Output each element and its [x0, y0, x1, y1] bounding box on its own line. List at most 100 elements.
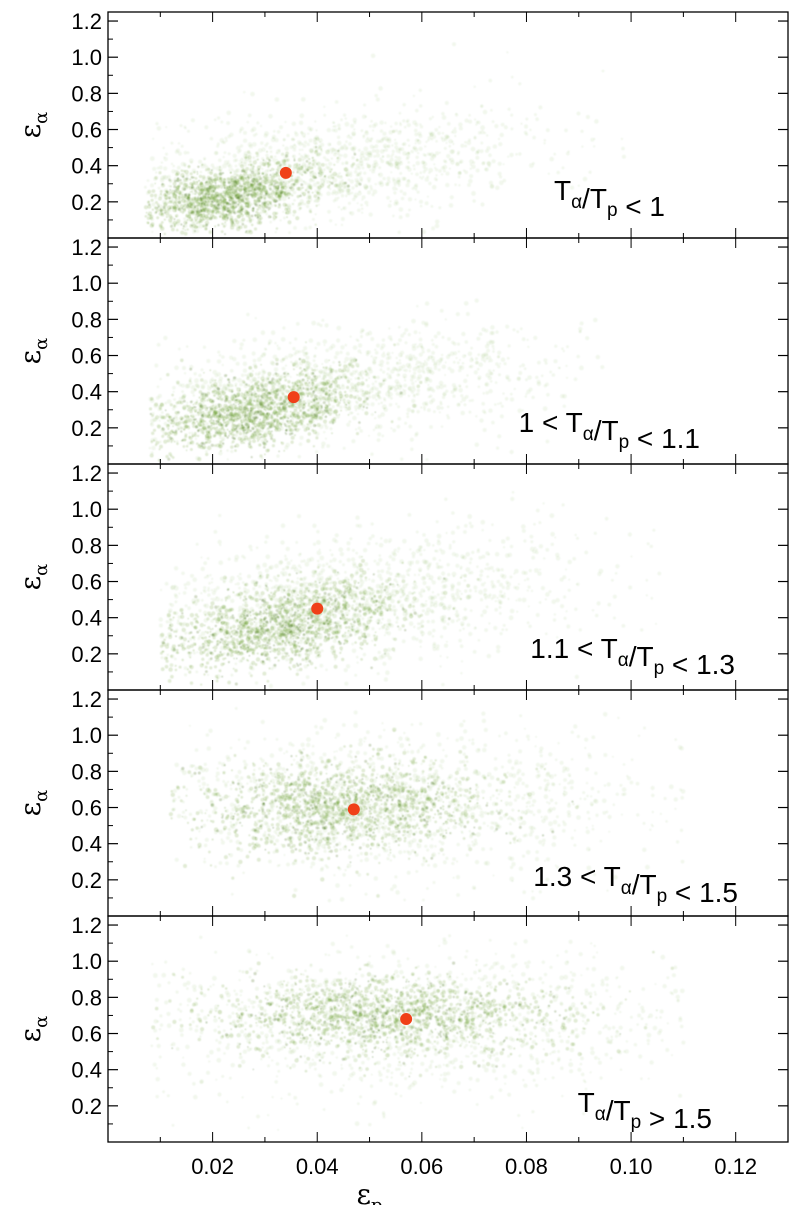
density-sample [165, 126, 168, 129]
density-sample [249, 436, 253, 440]
density-sample [174, 179, 177, 183]
density-sample [158, 440, 162, 444]
density-sample [305, 355, 310, 360]
density-sample [447, 122, 451, 126]
density-sample [323, 384, 326, 387]
density-sample [232, 338, 237, 344]
density-sample [400, 196, 405, 201]
density-sample [273, 406, 276, 409]
density-sample [327, 403, 331, 407]
density-sample [304, 352, 308, 355]
density-sample [351, 132, 356, 137]
density-sample [283, 375, 286, 378]
density-sample [492, 347, 495, 351]
density-sample [255, 395, 258, 398]
density-sample [338, 188, 344, 194]
density-sample [280, 441, 283, 444]
density-sample [458, 184, 461, 187]
density-sample [328, 375, 333, 380]
density-sample [483, 359, 487, 363]
density-sample [297, 455, 301, 459]
density-sample [419, 125, 424, 129]
density-sample [158, 196, 162, 201]
density-sample [205, 168, 208, 172]
density-sample [395, 188, 398, 191]
density-sample [402, 142, 407, 146]
density-sample [429, 394, 433, 398]
density-sample [562, 349, 565, 353]
density-sample [226, 383, 230, 387]
density-sample [197, 165, 200, 168]
density-sample [477, 353, 481, 357]
density-sample [317, 196, 320, 199]
density-sample [469, 163, 473, 166]
density-sample [282, 202, 287, 207]
density-sample [268, 184, 271, 187]
density-sample [414, 183, 419, 187]
density-sample [489, 380, 493, 383]
density-sample [228, 431, 233, 435]
density-sample [291, 202, 294, 206]
density-sample [348, 362, 352, 367]
density-sample [243, 188, 246, 191]
density-sample [281, 159, 287, 164]
density-sample [196, 434, 200, 438]
density-sample [391, 144, 394, 147]
density-sample [315, 137, 320, 142]
density-sample [391, 153, 395, 156]
density-sample [293, 143, 296, 146]
density-sample [358, 190, 361, 193]
density-sample [250, 170, 255, 174]
density-sample [301, 372, 305, 376]
density-sample [431, 339, 434, 342]
density-sample [443, 159, 447, 163]
density-sample [416, 345, 419, 349]
density-sample [471, 164, 476, 169]
density-sample [407, 394, 411, 398]
density-sample [322, 366, 325, 369]
density-sample [421, 229, 427, 235]
density-sample [454, 134, 457, 138]
density-sample [246, 376, 250, 380]
density-sample [506, 356, 510, 360]
density-sample [263, 163, 267, 167]
density-sample [311, 401, 314, 404]
density-sample [230, 225, 235, 230]
density-sample [251, 351, 256, 356]
density-sample [411, 385, 416, 389]
density-sample [464, 118, 469, 123]
density-sample [326, 444, 331, 448]
density-sample [277, 382, 281, 385]
density-sample [354, 170, 358, 174]
density-sample [202, 446, 206, 450]
density-sample [311, 170, 314, 173]
density-sample [491, 340, 495, 344]
density-sample [402, 119, 406, 123]
density-sample [399, 189, 403, 193]
density-sample [446, 154, 451, 159]
density-sample [191, 433, 195, 437]
density-sample [232, 356, 237, 362]
density-sample [245, 230, 248, 233]
density-sample [386, 361, 390, 365]
density-sample [188, 199, 190, 201]
density-sample [289, 415, 292, 418]
density-sample [261, 434, 266, 438]
density-sample [216, 200, 219, 203]
density-sample [506, 51, 509, 54]
density-sample [431, 184, 437, 190]
density-sample [262, 172, 264, 175]
density-sample [274, 394, 278, 398]
density-sample [336, 160, 340, 164]
density-sample [407, 197, 413, 202]
density-sample [278, 181, 283, 186]
density-sample [509, 397, 515, 402]
density-sample [230, 449, 234, 454]
density-sample [412, 403, 417, 408]
density-sample [333, 128, 338, 133]
density-sample [194, 383, 199, 387]
density-sample [474, 298, 479, 303]
density-sample [267, 377, 270, 380]
density-sample [332, 361, 335, 364]
density-sample [186, 218, 189, 222]
